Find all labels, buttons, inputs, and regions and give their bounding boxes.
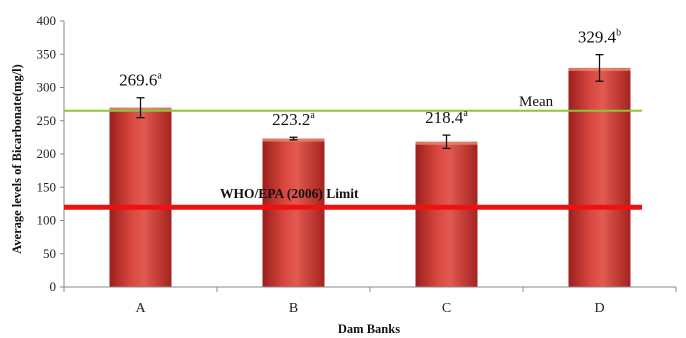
x-axis: A B C D <box>63 286 677 316</box>
bar-a <box>109 107 172 287</box>
y-tick-label: 100 <box>37 213 57 228</box>
data-label-value: 329.4 <box>578 28 617 47</box>
y-axis: 0 50 100 150 200 250 300 350 400 <box>37 13 65 294</box>
y-tick-label: 300 <box>37 80 57 95</box>
y-tick-label: 200 <box>37 146 57 161</box>
y-axis-title: Average levels of Bicarbonate(mg/l) <box>10 64 24 254</box>
data-label-superscript: a <box>157 71 162 82</box>
data-label-value: 223.2 <box>272 110 310 129</box>
reference-lines: Mean WHO/EPA (2006) Limit <box>64 94 642 210</box>
mean-label: Mean <box>519 94 554 110</box>
y-tick-label: 350 <box>37 46 57 61</box>
x-tick-label: D <box>594 301 604 316</box>
data-label: 269.6a <box>119 71 162 90</box>
bar-c <box>415 141 478 287</box>
data-label: 223.2a <box>272 110 315 129</box>
data-label-value: 269.6 <box>119 71 157 90</box>
x-tick-label: C <box>442 301 451 316</box>
bar-b <box>262 138 325 287</box>
y-tick-label: 150 <box>37 179 57 194</box>
bars <box>109 67 631 287</box>
data-label: 218.4a <box>425 108 468 127</box>
data-label-superscript: a <box>310 110 315 121</box>
y-tick-label: 250 <box>37 113 57 128</box>
y-tick-label: 0 <box>50 279 57 294</box>
data-label-superscript: a <box>463 108 468 119</box>
data-label-superscript: b <box>616 28 621 39</box>
data-label-value: 218.4 <box>425 108 464 127</box>
who-epa-limit-label: WHO/EPA (2006) Limit <box>220 186 359 201</box>
bar-d <box>568 67 631 287</box>
x-tick-label: B <box>289 301 298 316</box>
y-tick-label: 50 <box>43 246 56 261</box>
error-bars <box>136 53 604 150</box>
x-axis-title: Dam Banks <box>338 322 400 336</box>
x-tick-label: A <box>135 301 146 316</box>
data-label: 329.4b <box>578 28 621 47</box>
y-tick-label: 400 <box>37 13 57 28</box>
